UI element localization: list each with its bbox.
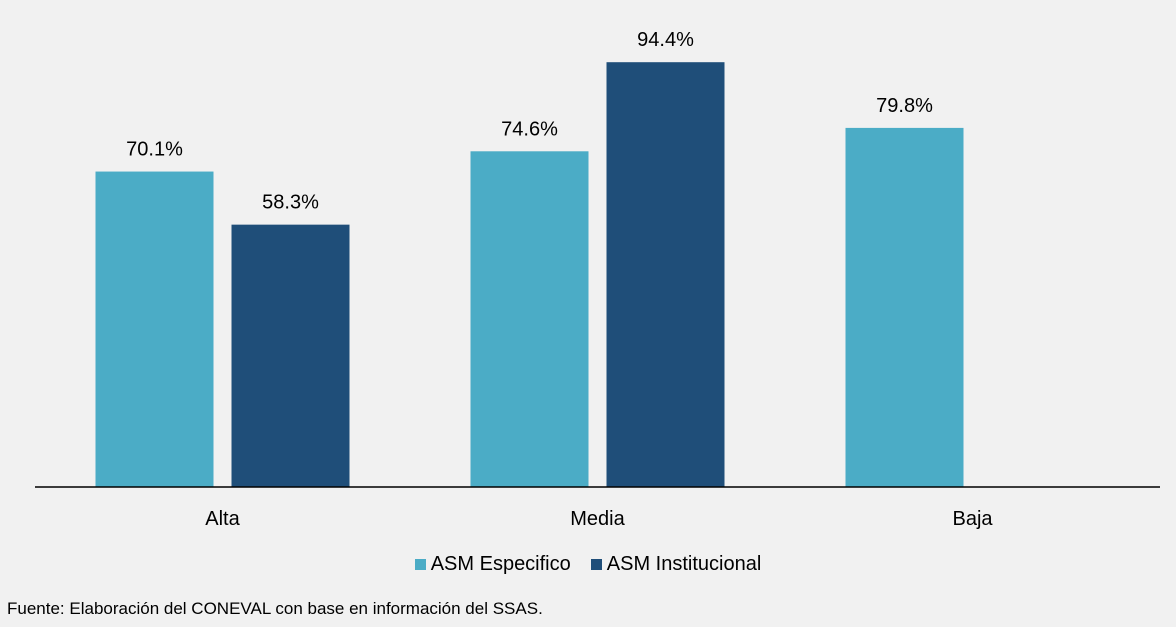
legend-swatch xyxy=(590,559,602,570)
data-label: 70.1% xyxy=(126,139,183,161)
legend-item-2: ASM Institucional xyxy=(590,553,762,576)
x-tick-label: Alta xyxy=(205,508,240,530)
data-label: 58.3% xyxy=(262,192,319,214)
bar-alta-series-2 xyxy=(231,224,350,487)
data-label: 79.8% xyxy=(876,95,933,117)
bar-baja-series-1 xyxy=(845,127,964,488)
x-tick-label: Baja xyxy=(952,508,993,530)
data-label: 94.4% xyxy=(637,29,694,51)
source-note: Fuente: Elaboración del CONEVAL con base… xyxy=(7,599,543,618)
legend-label: ASM Institucional xyxy=(606,553,762,575)
legend-item-1: ASM Especifico xyxy=(414,553,571,576)
bar-media-series-1 xyxy=(470,151,589,488)
x-tick-label: Media xyxy=(570,508,625,530)
legend-label: ASM Especifico xyxy=(430,553,571,575)
bar-chart: 70.1% 58.3% Alta 74.6% 94.4% Media 79.8% Baja xyxy=(35,29,1160,530)
bar-alta-series-1 xyxy=(95,171,214,488)
legend-swatch xyxy=(414,559,426,570)
bar-media-series-2 xyxy=(606,62,725,487)
data-label: 74.6% xyxy=(501,118,558,140)
legend: ASM Especifico ASM Institucional xyxy=(0,553,1176,576)
